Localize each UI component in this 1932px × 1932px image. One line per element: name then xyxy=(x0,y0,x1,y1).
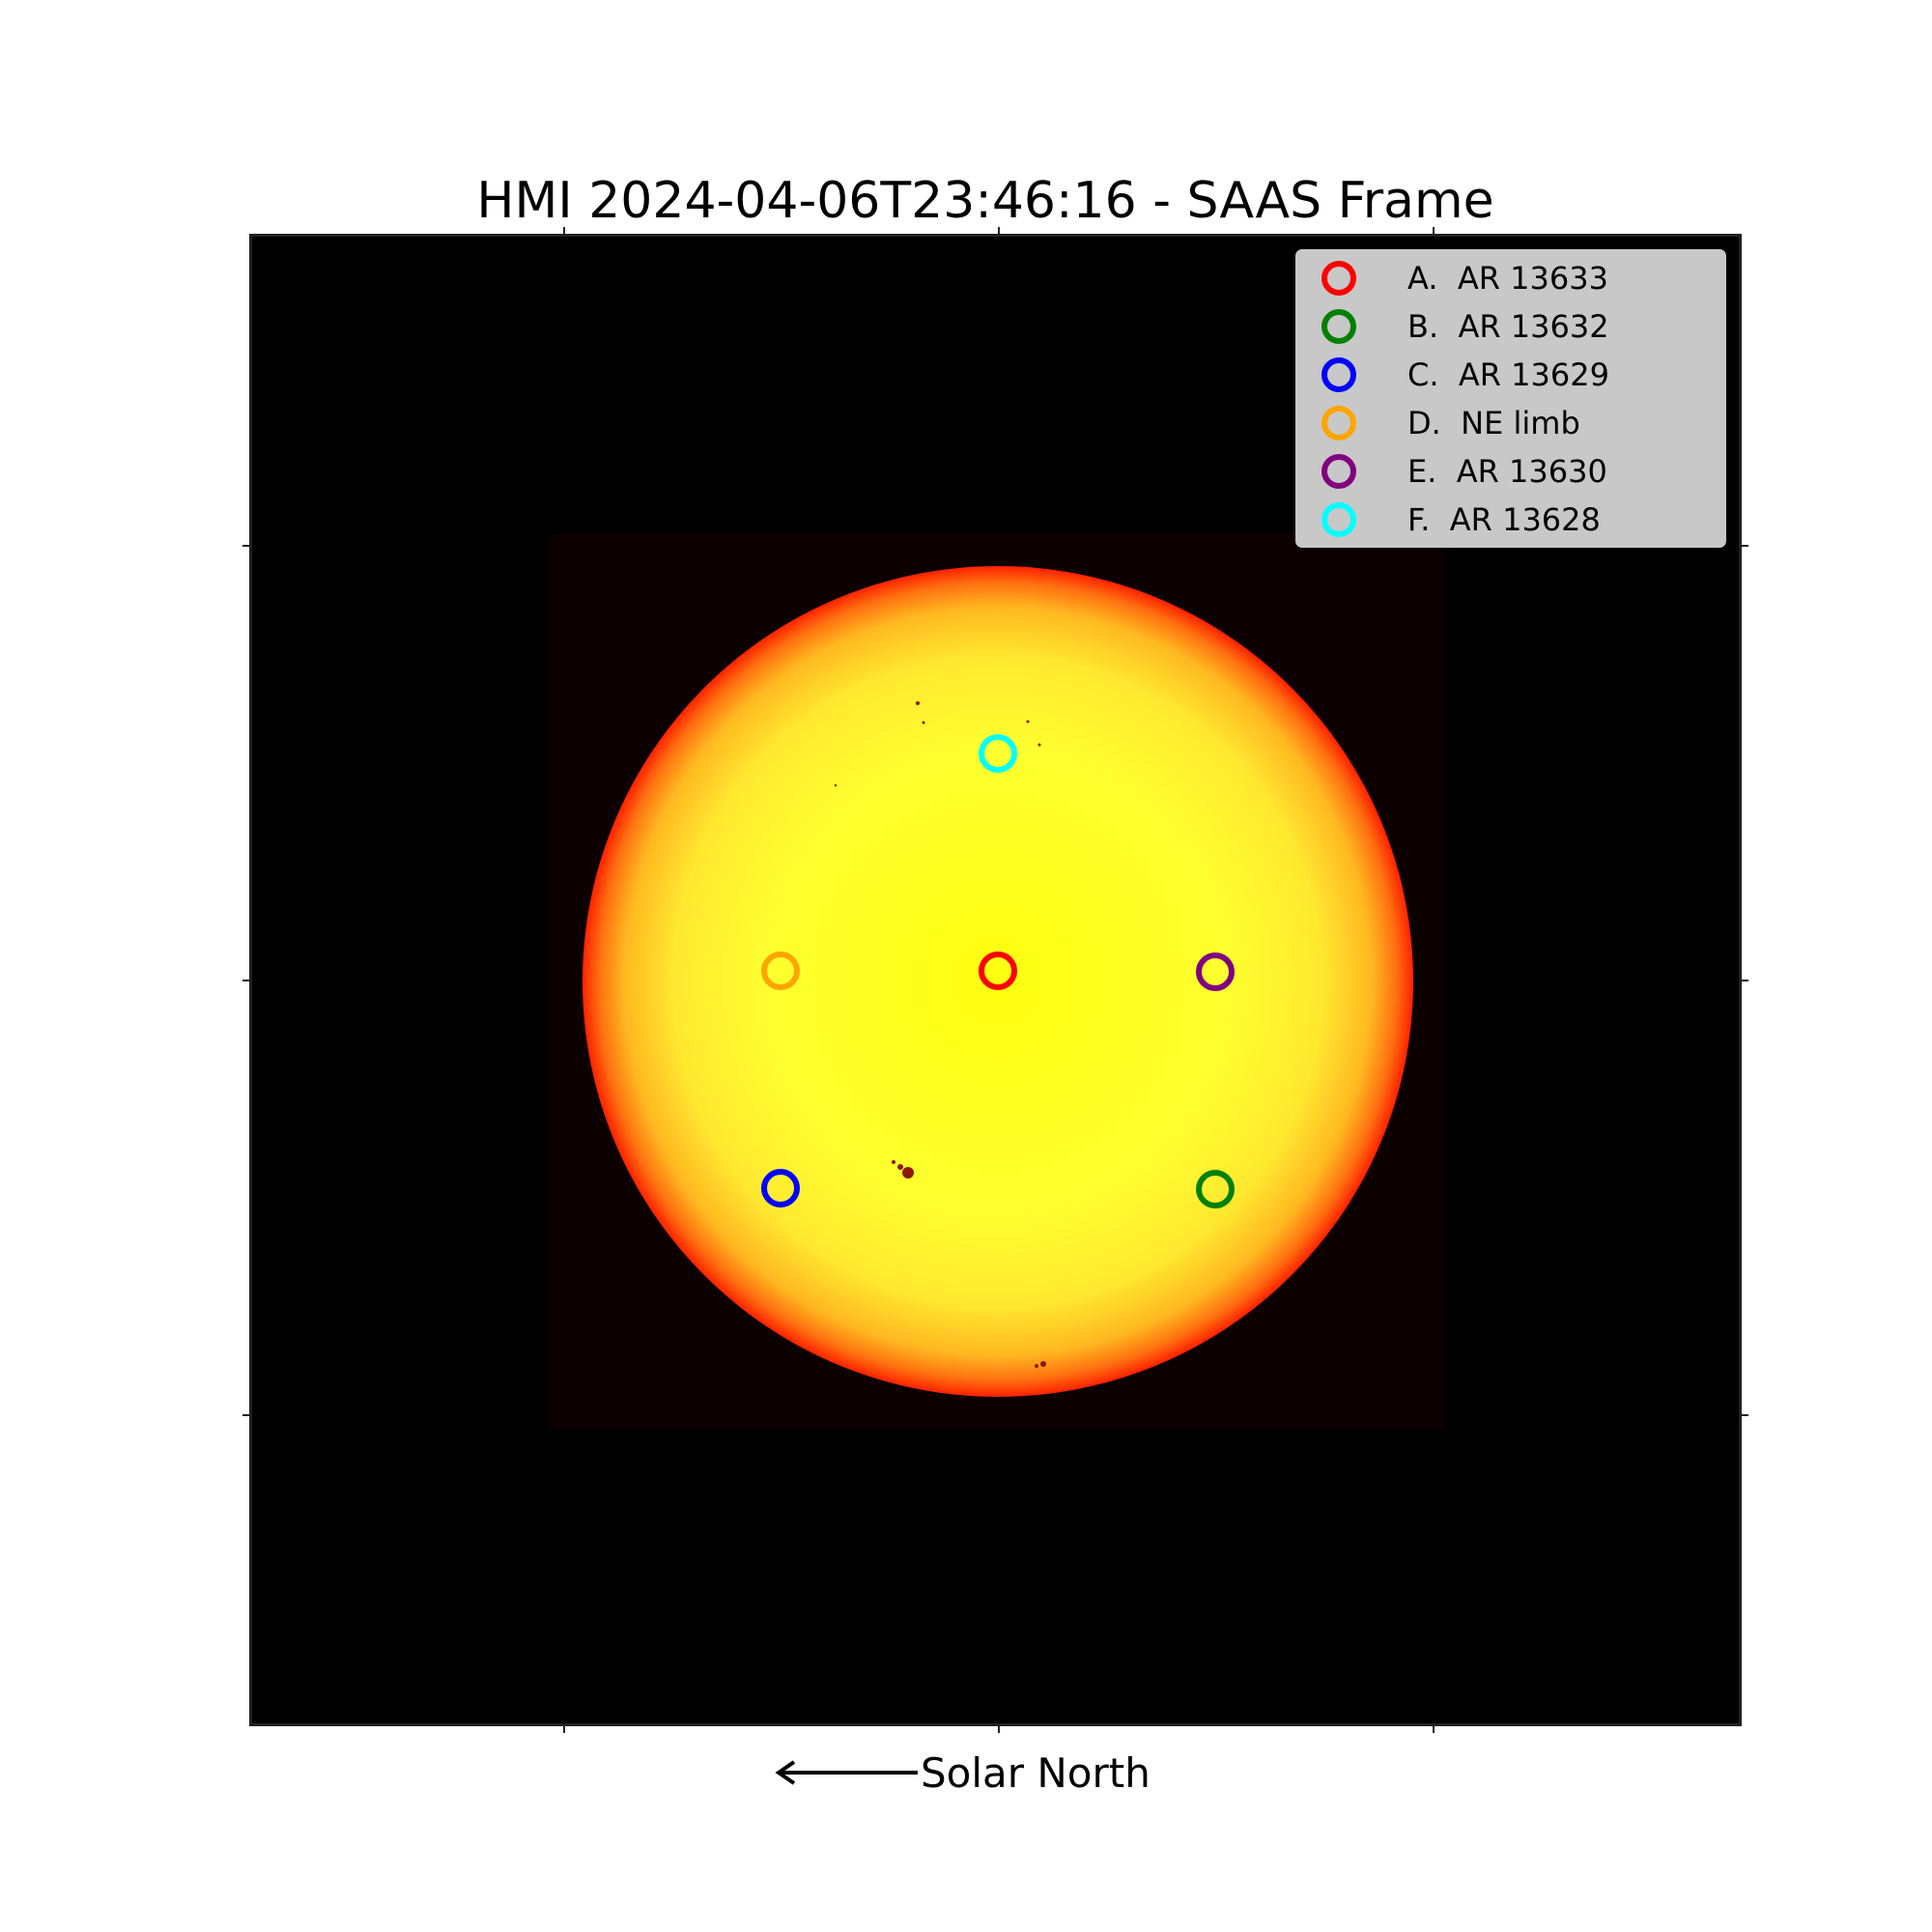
tick-mark xyxy=(1739,545,1748,547)
marker-b-ring xyxy=(1196,1170,1235,1208)
tick-mark xyxy=(998,1723,1000,1733)
marker-e-ring xyxy=(1196,952,1235,991)
tick-mark xyxy=(1739,980,1748,981)
tick-mark xyxy=(1433,227,1435,237)
figure-title: HMI 2024-04-06T23:46:16 - SAAS Frame xyxy=(476,172,1494,230)
ring-icon xyxy=(1321,406,1356,440)
solar-image xyxy=(549,534,1443,1429)
legend-label: NE limb xyxy=(1461,405,1580,441)
legend-letter: E. xyxy=(1407,453,1437,490)
solar-disk xyxy=(582,566,1413,1397)
tick-mark xyxy=(998,227,1000,237)
legend-item: A. AR 13633 xyxy=(1295,254,1726,302)
marker-a-ring xyxy=(979,952,1017,990)
tick-mark xyxy=(242,980,252,981)
legend-label: AR 13628 xyxy=(1449,501,1601,538)
tick-mark xyxy=(1433,1723,1435,1733)
ring-icon xyxy=(1321,357,1356,392)
legend-item: F. AR 13628 xyxy=(1295,496,1726,544)
marker-f-ring xyxy=(979,734,1017,773)
legend-label: AR 13633 xyxy=(1457,260,1608,297)
legend-letter: C. xyxy=(1407,356,1439,393)
legend: A. AR 13633 B. AR 13632 C. AR 13629 D. N… xyxy=(1295,249,1726,548)
legend-label: AR 13630 xyxy=(1456,453,1607,490)
legend-letter: A. xyxy=(1407,260,1438,297)
legend-letter: D. xyxy=(1407,405,1441,441)
tick-mark xyxy=(242,1414,252,1416)
tick-mark xyxy=(242,545,252,547)
ring-icon xyxy=(1321,309,1356,344)
sunspot-group xyxy=(834,701,1046,1368)
legend-letter: B. xyxy=(1407,308,1439,345)
arrow-left-icon xyxy=(775,1760,918,1785)
tick-mark xyxy=(1739,1414,1748,1416)
tick-mark xyxy=(563,1723,565,1733)
marker-c-ring xyxy=(761,1169,800,1208)
legend-label: AR 13632 xyxy=(1458,308,1609,345)
ring-icon xyxy=(1321,454,1356,489)
ring-icon xyxy=(1321,261,1356,296)
legend-letter: F. xyxy=(1407,501,1431,538)
tick-mark xyxy=(563,227,565,237)
ring-icon xyxy=(1321,502,1356,537)
legend-item: E. AR 13630 xyxy=(1295,447,1726,496)
marker-d-ring xyxy=(761,952,800,990)
legend-label: AR 13629 xyxy=(1458,356,1609,393)
orientation-label: Solar North xyxy=(921,1749,1151,1797)
legend-item: D. NE limb xyxy=(1295,399,1726,447)
legend-item: C. AR 13629 xyxy=(1295,351,1726,399)
legend-item: B. AR 13632 xyxy=(1295,302,1726,351)
